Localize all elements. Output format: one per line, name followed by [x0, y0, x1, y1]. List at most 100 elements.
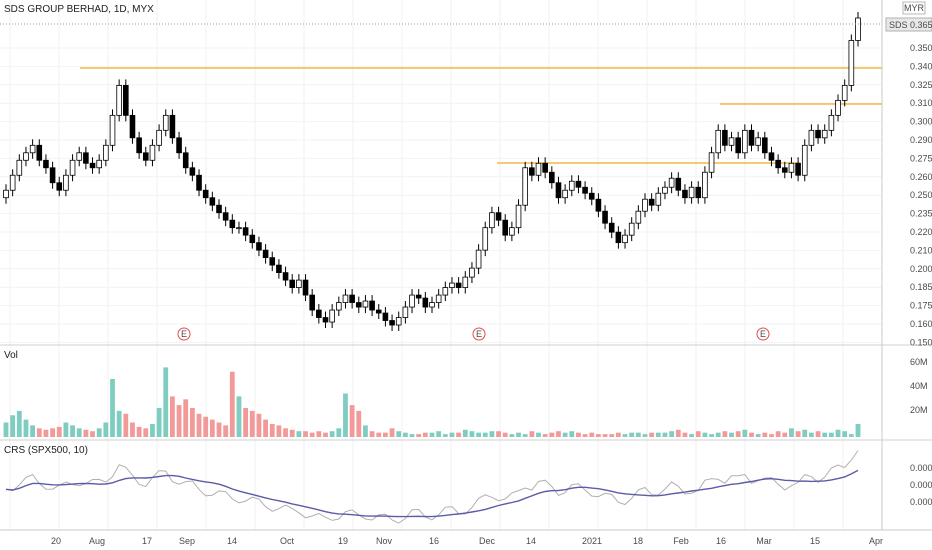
- volume-bar[interactable]: [536, 432, 541, 437]
- volume-bar[interactable]: [396, 431, 402, 437]
- volume-bar[interactable]: [303, 431, 308, 437]
- candle[interactable]: [16, 159, 23, 176]
- candle[interactable]: [608, 222, 615, 233]
- candle[interactable]: [395, 317, 402, 326]
- candle[interactable]: [828, 114, 835, 131]
- candle[interactable]: [555, 182, 562, 199]
- candle[interactable]: [655, 192, 662, 206]
- volume-bar[interactable]: [43, 429, 49, 437]
- volume-bar[interactable]: [629, 432, 635, 437]
- candle[interactable]: [549, 171, 555, 184]
- candle[interactable]: [209, 197, 216, 206]
- candle[interactable]: [216, 204, 222, 214]
- candle[interactable]: [489, 212, 495, 229]
- candle[interactable]: [296, 279, 302, 288]
- candle[interactable]: [229, 219, 236, 229]
- volume-bar[interactable]: [516, 432, 521, 437]
- candle[interactable]: [349, 294, 355, 303]
- candle[interactable]: [615, 231, 622, 244]
- candle[interactable]: [402, 306, 409, 318]
- candle[interactable]: [715, 129, 722, 154]
- candle[interactable]: [116, 84, 122, 116]
- volume-bar[interactable]: [522, 434, 528, 437]
- candle[interactable]: [56, 182, 63, 191]
- candle[interactable]: [522, 167, 528, 206]
- volume-bar[interactable]: [762, 432, 768, 437]
- volume-bar[interactable]: [755, 434, 761, 437]
- volume-bar[interactable]: [216, 422, 222, 438]
- candle[interactable]: [202, 189, 209, 199]
- volume-bar[interactable]: [10, 415, 16, 437]
- candle[interactable]: [89, 162, 96, 169]
- candle[interactable]: [236, 227, 242, 230]
- volume-bar[interactable]: [542, 434, 548, 437]
- volume-bar[interactable]: [582, 434, 588, 437]
- volume-bar[interactable]: [143, 428, 149, 437]
- volume-bar[interactable]: [316, 431, 322, 437]
- candle[interactable]: [196, 174, 202, 191]
- candle[interactable]: [675, 177, 682, 191]
- volume-bar[interactable]: [502, 432, 508, 437]
- volume-bar[interactable]: [489, 431, 495, 437]
- candle[interactable]: [222, 212, 229, 221]
- candle[interactable]: [801, 144, 808, 176]
- candle[interactable]: [289, 279, 296, 288]
- volume-bar[interactable]: [110, 379, 115, 437]
- volume-bar[interactable]: [735, 431, 741, 437]
- volume-bar[interactable]: [429, 432, 435, 437]
- candle[interactable]: [362, 300, 369, 308]
- candle[interactable]: [176, 137, 182, 154]
- volume-bar[interactable]: [183, 399, 189, 437]
- candle[interactable]: [682, 189, 688, 199]
- volume-bar[interactable]: [655, 432, 661, 437]
- candle[interactable]: [103, 144, 109, 161]
- candle[interactable]: [848, 40, 855, 86]
- volume-bar[interactable]: [416, 434, 422, 437]
- candle[interactable]: [429, 302, 435, 308]
- candle[interactable]: [562, 189, 568, 199]
- volume-bar[interactable]: [343, 393, 348, 438]
- volume-bar[interactable]: [809, 432, 814, 437]
- candle[interactable]: [742, 129, 748, 154]
- candle[interactable]: [149, 144, 156, 161]
- candle[interactable]: [688, 186, 695, 199]
- volume-bar[interactable]: [90, 431, 95, 437]
- volume-bar[interactable]: [789, 428, 794, 437]
- volume-bar[interactable]: [509, 434, 515, 437]
- volume-bar[interactable]: [702, 432, 708, 437]
- earnings-marker[interactable]: [756, 327, 770, 341]
- volume-bar[interactable]: [715, 432, 721, 437]
- volume-bar[interactable]: [130, 422, 135, 438]
- volume-bar[interactable]: [456, 432, 462, 437]
- candle[interactable]: [422, 297, 429, 308]
- candle[interactable]: [728, 137, 735, 146]
- candle[interactable]: [415, 294, 422, 299]
- candle[interactable]: [242, 227, 249, 236]
- volume-bar[interactable]: [709, 434, 714, 437]
- candle[interactable]: [123, 84, 129, 116]
- candle[interactable]: [635, 210, 642, 224]
- volume-bar[interactable]: [156, 408, 162, 437]
- volume-bar[interactable]: [23, 419, 29, 437]
- volume-bar[interactable]: [96, 428, 102, 437]
- earnings-marker[interactable]: [472, 327, 486, 341]
- volume-bar[interactable]: [649, 432, 655, 437]
- candle[interactable]: [475, 249, 482, 269]
- volume-bar[interactable]: [442, 434, 448, 437]
- candle[interactable]: [495, 212, 502, 221]
- volume-bar[interactable]: [123, 413, 129, 437]
- candle[interactable]: [189, 167, 196, 176]
- candle[interactable]: [755, 137, 761, 146]
- volume-bar[interactable]: [782, 432, 788, 437]
- volume-bar[interactable]: [369, 431, 375, 437]
- volume-bar[interactable]: [209, 419, 215, 437]
- volume-bar[interactable]: [436, 431, 442, 437]
- volume-bar[interactable]: [642, 434, 648, 437]
- candle[interactable]: [96, 159, 102, 169]
- candle[interactable]: [256, 242, 262, 251]
- volume-bar[interactable]: [675, 429, 681, 437]
- candle[interactable]: [855, 17, 861, 41]
- volume-bar[interactable]: [795, 431, 801, 437]
- candle[interactable]: [316, 309, 322, 318]
- volume-bar[interactable]: [615, 432, 621, 437]
